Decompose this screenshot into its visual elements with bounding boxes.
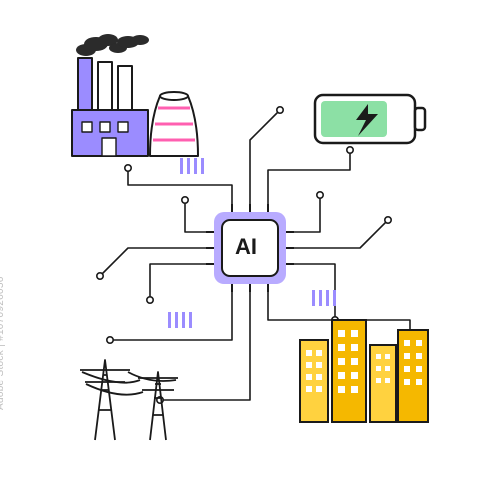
city-icon <box>300 320 428 422</box>
watermark-provider: Adobe Stock <box>0 350 6 410</box>
chip-label: AI <box>235 234 257 260</box>
stock-watermark: Adobe Stock | #1070926056 <box>0 276 6 410</box>
factory-icon <box>72 34 198 156</box>
battery-icon <box>315 95 425 143</box>
watermark-id: #1070926056 <box>0 276 6 340</box>
watermark-sep: | <box>0 341 6 350</box>
